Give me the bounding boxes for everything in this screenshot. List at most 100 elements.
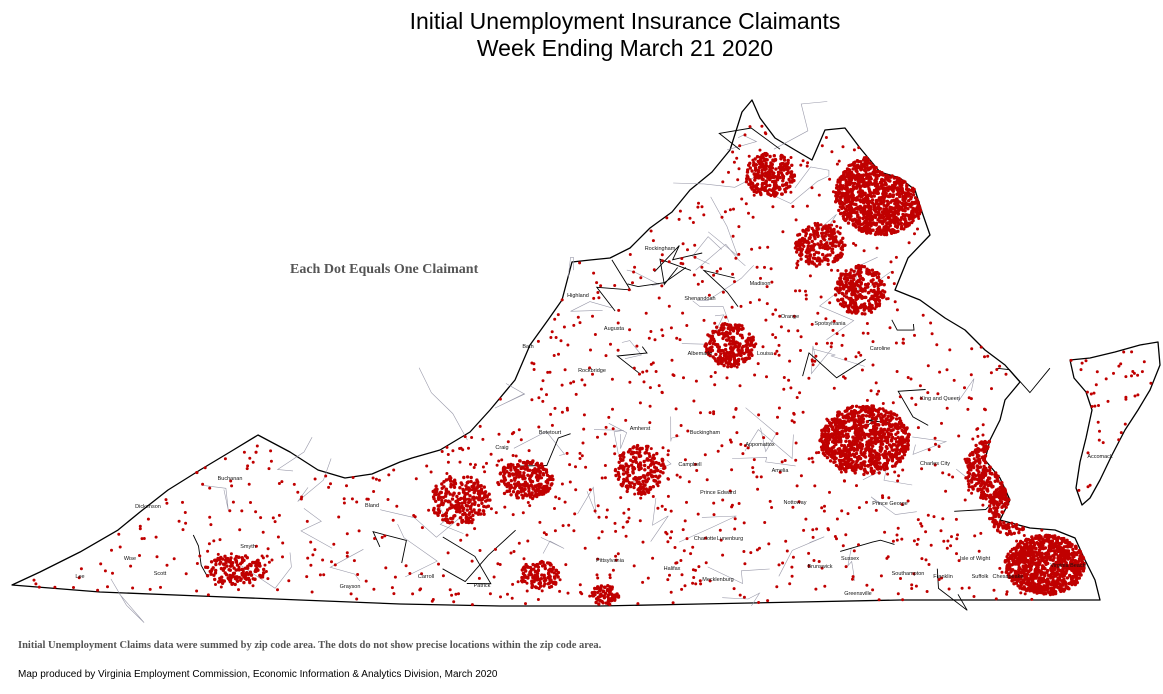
claimant-dot (852, 284, 857, 288)
claimant-dot (878, 201, 883, 206)
claimant-dot (1037, 588, 1042, 592)
claimant-dot (1130, 350, 1134, 354)
claimant-dot (461, 448, 465, 452)
claimant-dot (446, 460, 450, 464)
claimant-dot (912, 187, 916, 192)
claimant-dot (1030, 579, 1035, 583)
claimant-dot (566, 343, 570, 347)
claimant-dot (1123, 422, 1127, 426)
claimant-dot (646, 576, 650, 580)
claimant-dot (730, 305, 734, 309)
claimant-dot (300, 495, 304, 499)
claimant-dot (868, 447, 872, 452)
claimant-dot (933, 463, 937, 467)
claimant-dot (688, 216, 692, 220)
claimant-dot (844, 469, 848, 474)
claimant-dot (919, 522, 923, 526)
claimant-dot (906, 376, 910, 379)
claimant-dot (737, 502, 741, 505)
virginia-dot-density-map: RockinghamShenandoahHighlandAugustaMadis… (11, 99, 1161, 623)
claimant-dot (887, 213, 891, 217)
claimant-dot (681, 528, 685, 532)
claimant-dot (772, 154, 776, 158)
claimant-dot (794, 458, 798, 462)
claimant-dot (844, 467, 848, 471)
claimant-dot (865, 471, 870, 475)
claimant-dot (842, 287, 846, 291)
claimant-dot (898, 218, 903, 222)
claimant-dot (848, 275, 853, 280)
claimant-dot (689, 552, 693, 556)
claimant-dot (886, 414, 891, 419)
claimant-dot (852, 148, 856, 152)
claimant-dot (992, 499, 996, 503)
claimant-dot (983, 473, 988, 477)
claimant-dot (1052, 563, 1057, 568)
claimant-dot (103, 569, 107, 573)
claimant-dot (1045, 538, 1049, 542)
claimant-dot (371, 476, 375, 480)
claimant-dot (355, 500, 359, 504)
claimant-dot (383, 534, 387, 538)
claimant-dot (554, 336, 558, 339)
claimant-dot (840, 432, 845, 437)
claimant-dot (916, 537, 920, 541)
claimant-dot (771, 312, 775, 316)
claimant-dot (578, 457, 582, 460)
claimant-dot (848, 217, 852, 221)
claimant-dot (855, 169, 859, 174)
claimant-dot (902, 227, 906, 231)
claimant-dot (869, 429, 874, 433)
claimant-dot (372, 587, 376, 591)
claimant-dot (844, 464, 849, 468)
claimant-dot (720, 215, 724, 219)
claimant-dot (832, 457, 836, 461)
claimant-dot (864, 216, 869, 220)
claimant-dot (574, 392, 578, 396)
claimant-dot (837, 410, 841, 414)
claimant-dot (546, 370, 550, 374)
claimant-dot (682, 549, 686, 553)
claimant-dot (842, 444, 847, 448)
claimant-dot (827, 452, 831, 456)
claimant-dot (514, 454, 518, 458)
claimant-dot (876, 432, 880, 436)
claimant-dot (1002, 520, 1006, 525)
claimant-dot (790, 565, 794, 569)
claimant-dot (892, 217, 897, 221)
claimant-dot (155, 555, 159, 559)
claimant-dot (847, 459, 851, 463)
claimant-dot (512, 431, 516, 434)
claimant-dot (766, 599, 770, 603)
claimant-dot (517, 541, 521, 545)
claimant-dot (817, 193, 821, 197)
eastern-shore-outline (1069, 341, 1161, 506)
claimant-dot (760, 183, 764, 187)
claimant-dot (1030, 551, 1034, 555)
claimant-dot (900, 428, 904, 433)
claimant-dot (907, 202, 911, 207)
claimant-dot (871, 165, 876, 169)
claimant-dot (855, 484, 858, 488)
claimant-dot (564, 563, 568, 567)
county-boundary-line (608, 423, 628, 449)
claimant-dot (391, 518, 395, 522)
claimant-dot (1022, 565, 1026, 570)
county-boundary-line (958, 378, 975, 402)
claimant-dot (852, 306, 856, 310)
claimant-dot (858, 284, 862, 288)
claimant-dot (485, 461, 488, 465)
claimant-dot (762, 436, 766, 440)
claimant-dot (329, 482, 332, 486)
claimant-dot (641, 580, 645, 584)
claimant-dot (457, 592, 460, 596)
claimant-dot (863, 455, 868, 459)
claimant-dot (878, 445, 883, 449)
claimant-dot (184, 521, 188, 525)
claimant-dot (699, 411, 702, 415)
claimant-dot (845, 174, 849, 178)
claimant-dot (838, 282, 842, 287)
claimant-dot (905, 224, 910, 228)
claimant-dot (656, 506, 660, 510)
claimant-dot (708, 411, 712, 415)
